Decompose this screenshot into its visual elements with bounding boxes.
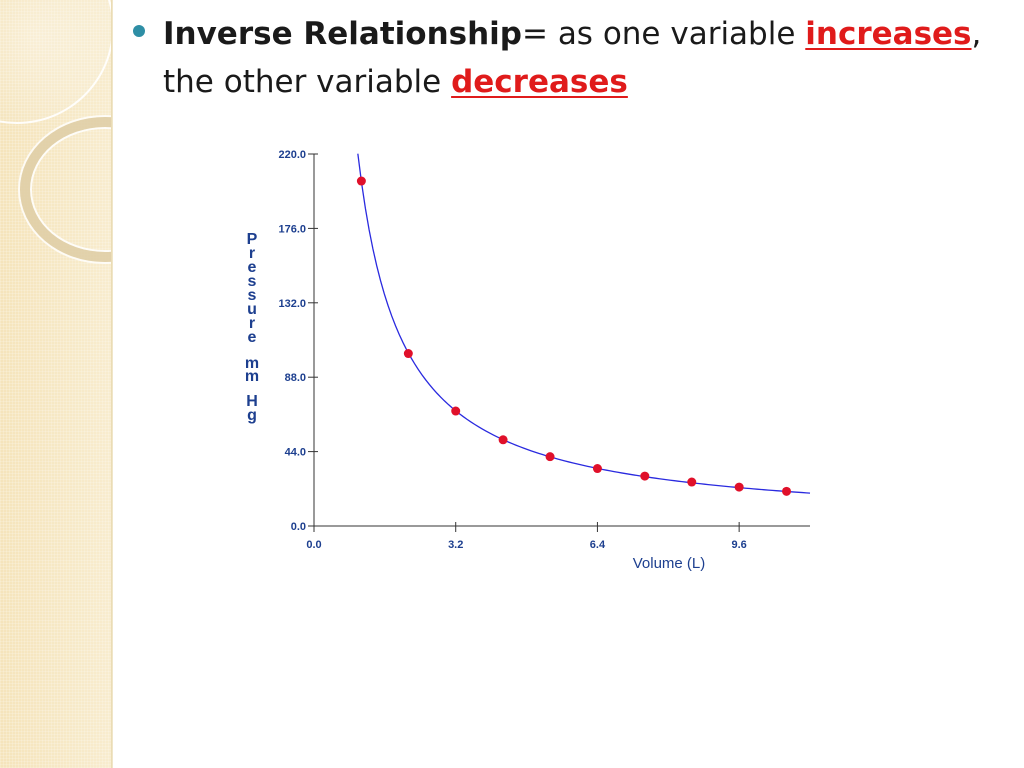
y-axis-title-letter: r	[249, 245, 255, 262]
y-axis-title-letter: e	[248, 259, 257, 276]
y-axis-title-letter: m	[245, 355, 259, 372]
data-point	[734, 482, 744, 492]
y-tick-label: 88.0	[285, 372, 306, 384]
y-axis-title-letter: P	[247, 231, 258, 248]
decorative-ring	[20, 117, 112, 262]
x-tick-label: 3.2	[448, 539, 463, 551]
data-points	[356, 176, 792, 496]
data-point	[356, 176, 366, 186]
x-tick-label: 9.6	[731, 539, 746, 551]
x-axis-title: Volume (L)	[633, 555, 706, 572]
data-point	[545, 452, 555, 462]
keyword-increases: increases	[805, 16, 972, 52]
x-tick-label: 0.0	[306, 539, 321, 551]
comma-text: ,	[971, 16, 982, 52]
decorative-side-panel	[0, 0, 112, 768]
y-axis-title-letter: s	[248, 287, 257, 304]
x-tick-label: 6.4	[590, 539, 606, 551]
y-axis-title-letter: H	[246, 393, 258, 410]
definition-text: = as one variable	[521, 16, 806, 52]
keyword-decreases: decreases	[451, 64, 628, 100]
data-point	[782, 486, 792, 496]
slide-bullet-text: Inverse Relationship= as one variable in…	[163, 10, 1013, 106]
y-tick-label: 176.0	[278, 223, 306, 235]
side-panel-edge	[111, 0, 113, 768]
y-tick-label: 132.0	[278, 298, 306, 310]
y-axis-title-letter: g	[247, 407, 257, 424]
y-axis-title-letter: m	[245, 368, 259, 385]
data-point	[592, 464, 602, 474]
fit-curve-line	[357, 153, 811, 494]
data-point	[403, 349, 413, 359]
y-axis-title-letter: e	[248, 329, 257, 346]
y-axis-title-letter: s	[248, 273, 257, 290]
data-point	[640, 471, 650, 481]
fit-curve	[357, 153, 811, 494]
bullet-icon	[133, 25, 145, 37]
y-tick-label: 0.0	[291, 521, 306, 533]
term-label: Inverse Relationship	[163, 16, 522, 52]
y-axis-title-letter: u	[247, 301, 257, 318]
y-tick-label: 220.0	[278, 149, 306, 161]
decorative-ring	[0, 0, 112, 124]
data-point	[687, 477, 697, 487]
data-point	[498, 435, 508, 445]
definition-text-line2: the other variable	[163, 64, 452, 100]
y-tick-label: 44.0	[285, 447, 306, 459]
data-point	[451, 406, 461, 416]
axes: 220.0 176.0 132.0 88.0 44.0 0.00.0 3.2 6.4 9.6	[278, 149, 810, 551]
y-axis-title-letter: r	[249, 315, 255, 332]
